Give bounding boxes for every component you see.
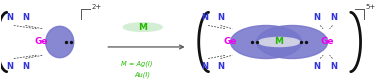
- Text: M = Ag(I): M = Ag(I): [121, 60, 153, 67]
- Ellipse shape: [257, 25, 328, 59]
- Text: N: N: [218, 62, 225, 71]
- Text: N: N: [23, 13, 29, 22]
- Text: N: N: [201, 62, 208, 71]
- Text: 5+: 5+: [365, 4, 375, 10]
- Text: Ge: Ge: [321, 37, 335, 47]
- Text: N: N: [313, 13, 320, 22]
- Text: N: N: [330, 62, 337, 71]
- Text: N: N: [201, 13, 208, 22]
- Circle shape: [259, 37, 300, 47]
- Text: 2+: 2+: [91, 4, 101, 10]
- Text: N: N: [23, 62, 29, 71]
- Text: Au(I): Au(I): [135, 72, 151, 78]
- Ellipse shape: [46, 26, 74, 58]
- Text: N: N: [218, 13, 225, 22]
- Text: N: N: [6, 13, 14, 22]
- Ellipse shape: [231, 25, 302, 59]
- Text: M: M: [138, 23, 147, 32]
- Text: N: N: [330, 13, 337, 22]
- Text: N: N: [6, 62, 14, 71]
- Text: Ge: Ge: [34, 37, 48, 47]
- Circle shape: [123, 23, 162, 31]
- Text: M: M: [274, 37, 284, 47]
- Text: Ge: Ge: [224, 37, 237, 47]
- Text: N: N: [313, 62, 320, 71]
